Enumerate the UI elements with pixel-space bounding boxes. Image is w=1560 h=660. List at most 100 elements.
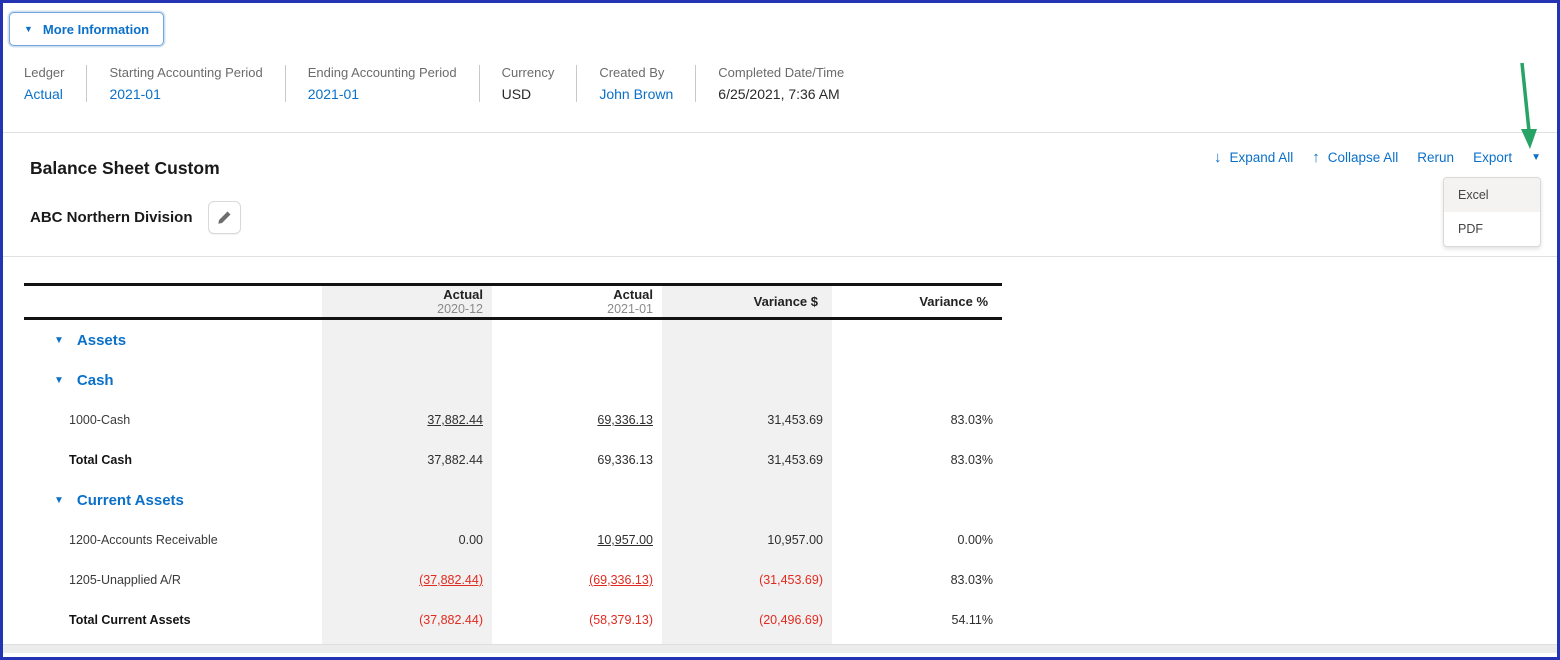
info-field-label: Currency	[502, 65, 555, 80]
collapse-toggle-icon[interactable]: ▼	[54, 495, 64, 506]
table-row: ▼ Cash	[24, 360, 1002, 400]
cell-value: 54.11%	[832, 613, 1002, 627]
cell-value: 83.03%	[832, 573, 1002, 587]
export-label: Export	[1473, 150, 1512, 165]
info-field: Starting Accounting Period 2021-01	[86, 65, 284, 102]
cell-value[interactable]: (37,882.44)	[322, 573, 492, 587]
table-row: Total Current Assets (37,882.44)(58,379.1…	[24, 600, 1002, 640]
info-field-label: Completed Date/Time	[718, 65, 844, 80]
info-field-label: Ledger	[24, 65, 64, 80]
info-field-label: Ending Accounting Period	[308, 65, 457, 80]
cell-value[interactable]: (69,336.13)	[492, 573, 662, 587]
more-information-label: More Information	[43, 22, 149, 37]
edit-entity-button[interactable]	[208, 201, 241, 234]
cell-value: (37,882.44)	[322, 613, 492, 627]
entity-row: ABC Northern Division	[30, 201, 241, 234]
expand-all-label: Expand All	[1229, 150, 1293, 165]
section-label[interactable]: Assets	[77, 332, 126, 349]
cell-value: 31,453.69	[662, 453, 832, 467]
table-row: Total Cash 37,882.4469,336.1331,453.6983.…	[24, 440, 1002, 480]
info-field-value[interactable]: 2021-01	[109, 86, 262, 102]
arrow-up-icon: ↑	[1312, 149, 1320, 166]
horizontal-scrollbar[interactable]	[3, 644, 1557, 653]
info-field: Completed Date/Time 6/25/2021, 7:36 AM	[695, 65, 866, 102]
section-label[interactable]: Cash	[77, 372, 114, 389]
cell-value: 69,336.13	[492, 453, 662, 467]
header-divider	[3, 132, 1557, 133]
info-field-value[interactable]: Actual	[24, 86, 64, 102]
report-window: ▼ More Information Ledger Actual Starting …	[0, 0, 1560, 660]
section-label[interactable]: Current Assets	[77, 492, 184, 509]
cell-value[interactable]: 37,882.44	[322, 413, 492, 427]
export-caret-icon[interactable]: ▼	[1531, 153, 1541, 163]
info-bar: Ledger Actual Starting Accounting Period 20…	[24, 65, 866, 102]
table-body: ▼Assets▼Cash1000-Cash37,882.4469,336.133…	[24, 320, 1002, 640]
table-row: 1205-Unapplied A/R (37,882.44)(69,336.13)…	[24, 560, 1002, 600]
info-field-value[interactable]: John Brown	[599, 86, 673, 102]
row-label: 1200-Accounts Receivable	[69, 533, 218, 547]
cell-value: 83.03%	[832, 453, 1002, 467]
table-row: ▼ Current Assets	[24, 480, 1002, 520]
expand-all-link[interactable]: ↓ Expand All	[1214, 149, 1293, 166]
info-field-value[interactable]: 2021-01	[308, 86, 457, 102]
rerun-link[interactable]: Rerun	[1417, 150, 1454, 165]
column-header: Variance %	[832, 286, 1002, 317]
cell-value: 31,453.69	[662, 413, 832, 427]
table-row: 1200-Accounts Receivable0.0010,957.0010,…	[24, 520, 1002, 560]
cell-value[interactable]: 10,957.00	[492, 533, 662, 547]
info-field: Currency USD	[479, 65, 577, 102]
export-link[interactable]: Export	[1473, 150, 1512, 165]
column-header-label: Actual	[613, 287, 653, 302]
collapse-all-label: Collapse All	[1328, 150, 1399, 165]
info-field-label: Created By	[599, 65, 673, 80]
column-header-period: 2021-01	[607, 302, 653, 317]
column-header-label: Variance $	[754, 294, 818, 309]
cell-value: (31,453.69)	[662, 573, 832, 587]
info-field-value: 6/25/2021, 7:36 AM	[718, 86, 844, 102]
column-header-label: Variance %	[919, 294, 988, 309]
rerun-label: Rerun	[1417, 150, 1454, 165]
report-toolbar: ↓ Expand All ↑ Collapse All Rerun Export…	[1214, 149, 1541, 166]
report-title: Balance Sheet Custom	[30, 158, 220, 179]
table-row: ▼ Assets	[24, 320, 1002, 360]
annotation-arrow-icon	[1509, 61, 1549, 157]
info-field: Created By John Brown	[576, 65, 695, 102]
row-label: 1000-Cash	[69, 413, 130, 427]
row-label: Total Current Assets	[69, 613, 191, 627]
info-field: Ledger Actual	[24, 65, 86, 102]
pencil-icon	[217, 210, 232, 225]
info-field-value: USD	[502, 86, 555, 102]
column-header-period: 2020-12	[437, 302, 483, 317]
cell-value: 37,882.44	[322, 453, 492, 467]
report-table: Actual2020-12Actual2021-01Variance $Vari…	[24, 283, 1002, 640]
export-menu-item-pdf[interactable]: PDF	[1444, 212, 1540, 246]
cell-value: 10,957.00	[662, 533, 832, 547]
table-header-corner	[24, 286, 322, 317]
column-header: Variance $	[662, 286, 832, 317]
table-row: 1000-Cash 37,882.4469,336.1331,453.6983.0…	[24, 400, 1002, 440]
cell-value: (58,379.13)	[492, 613, 662, 627]
caret-down-icon: ▼	[24, 25, 33, 34]
cell-value: 83.03%	[832, 413, 1002, 427]
cell-value: (20,496.69)	[662, 613, 832, 627]
column-header-label: Actual	[443, 287, 483, 302]
collapse-toggle-icon[interactable]: ▼	[54, 375, 64, 386]
column-header: Actual2020-12	[322, 286, 492, 317]
cell-value: 0.00%	[832, 533, 1002, 547]
collapse-all-link[interactable]: ↑ Collapse All	[1312, 149, 1398, 166]
column-header: Actual2021-01	[492, 286, 662, 317]
export-menu: ExcelPDF	[1443, 177, 1541, 247]
entity-name: ABC Northern Division	[30, 209, 193, 226]
collapse-toggle-icon[interactable]: ▼	[54, 335, 64, 346]
row-label: 1205-Unapplied A/R	[69, 573, 181, 587]
more-information-button[interactable]: ▼ More Information	[9, 12, 164, 46]
row-label: Total Cash	[69, 453, 132, 467]
table-header: Actual2020-12Actual2021-01Variance $Vari…	[24, 283, 1002, 320]
export-menu-item-excel[interactable]: Excel	[1444, 178, 1540, 212]
cell-value[interactable]: 69,336.13	[492, 413, 662, 427]
info-field: Ending Accounting Period 2021-01	[285, 65, 479, 102]
section-divider	[3, 256, 1557, 257]
info-field-label: Starting Accounting Period	[109, 65, 262, 80]
cell-value: 0.00	[322, 533, 492, 547]
arrow-down-icon: ↓	[1214, 149, 1222, 166]
